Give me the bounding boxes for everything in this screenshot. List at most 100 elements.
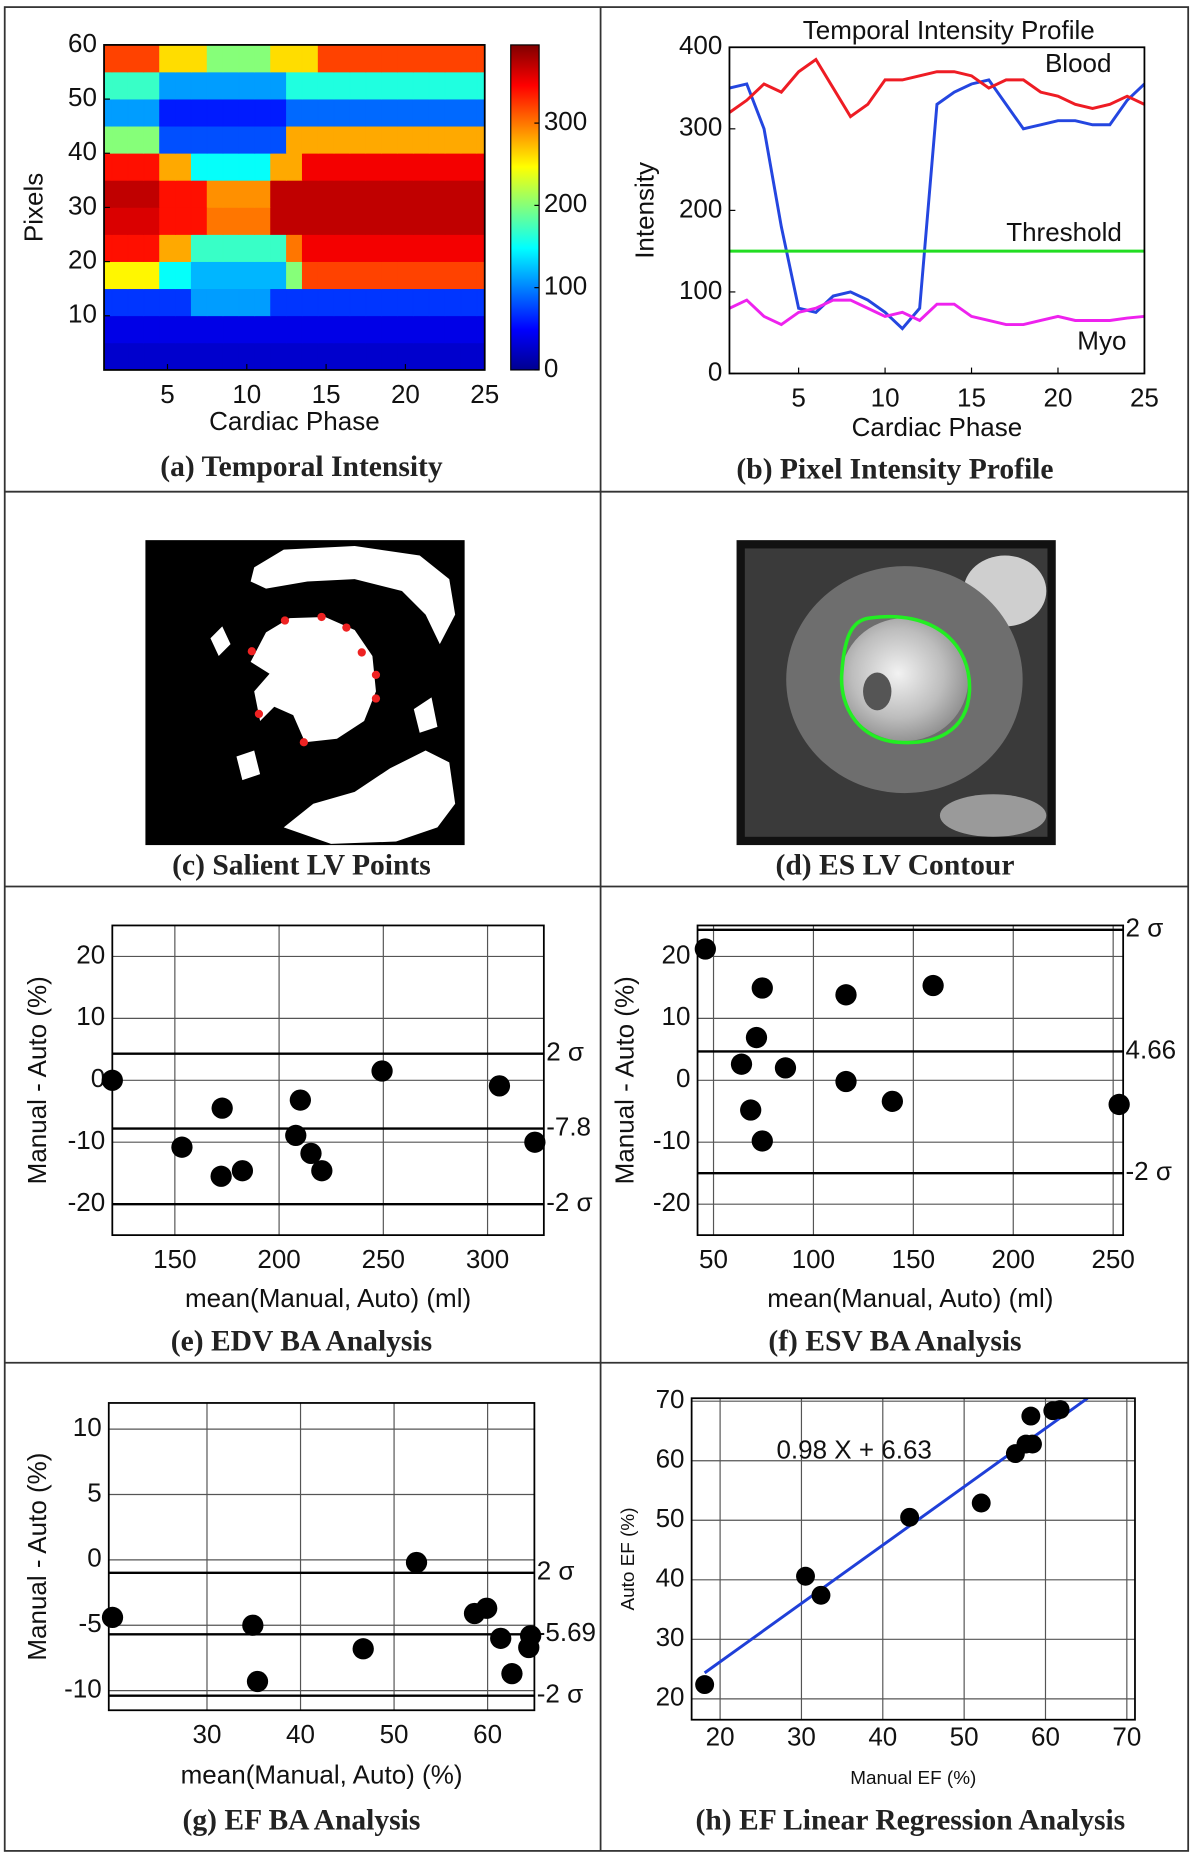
x-axis-label: mean(Manual, Auto) (ml) [767,1283,1053,1313]
heatmap-cell [444,288,462,317]
heatmap-cell [397,71,414,100]
heatmap-cell [412,71,430,100]
heatmap-cell [301,179,319,208]
heatmap-cell [286,71,303,100]
heatmap-cell [190,44,208,73]
heatmap-cell [444,234,462,262]
heatmap-cell [444,261,462,290]
heatmap-cell [159,207,176,235]
caption: (d) ES LV Contour [775,849,1014,881]
heatmap-cell [127,342,145,370]
heatmap-cell [159,44,176,73]
colorbar-tick-label: 100 [544,271,587,301]
heatmap-cell [349,125,367,154]
heatmap-cell [254,234,271,262]
data-point [900,1507,920,1527]
heatmap-cell [206,342,224,370]
data-point [311,1160,333,1182]
heatmap-cell [333,261,351,290]
heatmap-cell [365,207,382,235]
heatmap-cell [127,234,145,262]
x-tick-label: 20 [391,379,420,409]
x-tick-label: 25 [1130,382,1159,412]
plot-content [729,57,1145,331]
heatmap-cell [254,125,271,154]
heatmap-cell [111,315,129,344]
heatmap-cell [444,98,462,127]
heatmap-cell [254,44,271,73]
x-tick-label: 30 [193,1719,222,1749]
heatmap-cell [127,98,145,127]
heatmap-cell [270,179,287,208]
y-tick-label: -5 [79,1608,102,1638]
heatmap-cell [190,261,208,290]
heatmap-cell [111,98,129,127]
heatmap-cell [381,342,398,370]
x-tick-label: 250 [362,1244,405,1274]
heatmap-cell [270,44,287,73]
heatmap-cell [254,261,271,290]
heatmap-cell [159,152,176,181]
heatmap-cell [301,207,319,235]
heatmap-cell [444,125,462,154]
x-tick-label: 15 [957,382,986,412]
caption: (a) Temporal Intensity [160,451,443,483]
heatmap-cell [286,98,303,127]
heatmap-cell [175,179,192,208]
heatmap-cell [175,152,192,181]
data-point [835,984,857,1006]
salient-point [280,616,290,625]
data-point [751,1130,773,1152]
heatmap-cell [190,288,208,317]
heatmap-cell [444,315,462,344]
heatmap-cell [365,44,382,73]
y-axis-label: Pixels [18,173,48,242]
data-point [231,1160,254,1182]
y-tick-label: 10 [662,1001,691,1031]
heatmap-cell [206,125,224,154]
y-tick-label: 30 [656,1622,685,1652]
y-tick-label: 100 [679,275,722,305]
heatmap-cell [286,125,303,154]
heatmap-cell [460,234,478,262]
heatmap-cell [365,98,382,127]
lv-contour [839,614,972,745]
heatmap-cell [301,261,319,290]
data-point [524,1131,546,1153]
heatmap-cell [365,125,382,154]
heatmap-cell [127,125,145,154]
heatmap-cell [349,261,367,290]
data-point [774,1057,797,1079]
heatmap-cell [349,342,367,370]
x-tick-label: 300 [466,1244,509,1274]
white-region [283,750,456,844]
heatmap-cell [175,125,192,154]
heatmap-cell [254,98,271,127]
heatmap-cell [333,44,351,73]
salient-point [357,648,366,657]
heatmap-cell [301,44,319,73]
x-tick-label: 200 [992,1244,1035,1274]
heatmap-cell [444,71,462,100]
heatmap-cell [143,152,160,181]
heatmap-cell [349,71,367,100]
heatmap-cell [365,234,382,262]
blood-pool [840,618,969,742]
x-tick-label: 20 [1044,382,1073,412]
caption: (f) ESV BA Analysis [768,1326,1021,1358]
heatmap-cell [222,179,240,208]
heatmap-cell [365,315,382,344]
heatmap-cell [159,71,176,100]
heatmap-cell [301,288,319,317]
y-tick-label: 50 [656,1503,685,1533]
heatmap-cell [317,98,335,127]
heatmap-cell [159,261,176,290]
salient-points [247,612,381,747]
heatmap-cell [206,71,224,100]
heatmap-cell [111,288,129,317]
heatmap-cell [286,315,303,344]
white-region [250,616,376,743]
heatmap-cell [159,234,176,262]
caption: (h) EF Linear Regression Analysis [696,1804,1126,1836]
